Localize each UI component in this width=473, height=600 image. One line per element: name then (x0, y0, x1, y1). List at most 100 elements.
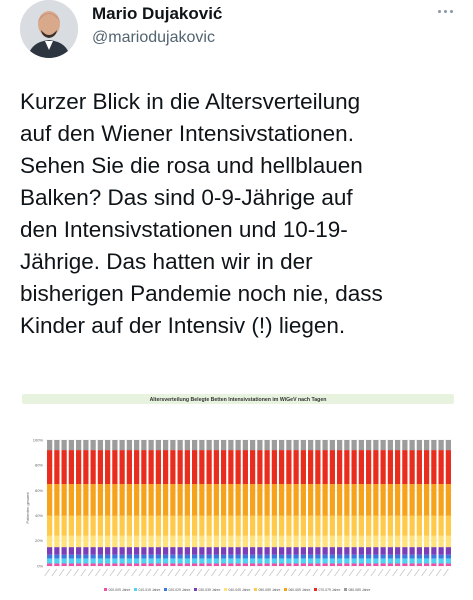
bar-stack (329, 440, 335, 566)
bar-segment (257, 558, 263, 564)
bar-segment (431, 547, 437, 555)
bar-stack (119, 440, 125, 566)
y-axis-label: Patienten gesamt (25, 492, 30, 524)
bar-stack (409, 440, 415, 566)
bar-segment (54, 554, 60, 559)
bar-segment (300, 563, 306, 566)
bar-segment (271, 563, 277, 566)
bar-segment (141, 554, 147, 559)
bar-segment (76, 515, 82, 536)
bar-segment (206, 547, 212, 555)
bar-segment (351, 558, 357, 564)
bar-segment (68, 450, 74, 485)
x-tick-mark (131, 568, 137, 577)
bar-segment (308, 515, 314, 536)
bar-segment (199, 484, 205, 516)
bar-segment (271, 558, 277, 564)
more-dots-icon[interactable] (431, 4, 453, 18)
bar-segment (395, 440, 401, 451)
bar-segment (300, 515, 306, 536)
legend-swatch (104, 588, 107, 591)
bar-stack (264, 440, 270, 566)
bar-segment (68, 563, 74, 566)
legend-swatch (284, 588, 287, 591)
bar-segment (286, 563, 292, 566)
bar-segment (315, 515, 321, 536)
bar-segment (402, 440, 408, 451)
bar-segment (61, 547, 67, 555)
tweet-media-chart[interactable]: Altersverteilung Belegte Betten Intensiv… (20, 388, 458, 600)
legend-label: 040-049 Jahre (229, 588, 251, 592)
bar-segment (402, 558, 408, 564)
bar-segment (68, 535, 74, 548)
bar-segment (192, 484, 198, 516)
bar-segment (315, 547, 321, 555)
bar-segment (97, 515, 103, 536)
bar-segment (351, 547, 357, 555)
bar-segment (409, 547, 415, 555)
bar-segment (257, 554, 263, 559)
bar-segment (366, 547, 372, 555)
bar-segment (68, 547, 74, 555)
bar-segment (329, 558, 335, 564)
bar-segment (54, 535, 60, 548)
bar-segment (431, 558, 437, 564)
bar-segment (68, 558, 74, 564)
legend-label: 030-039 Jahre (199, 588, 221, 592)
bar-segment (148, 554, 154, 559)
bar-segment (126, 515, 132, 536)
bar-stack (416, 440, 422, 566)
bar-segment (445, 484, 451, 516)
bar-segment (134, 547, 140, 555)
bar-segment (61, 450, 67, 485)
bar-segment (286, 554, 292, 559)
bar-segment (257, 484, 263, 516)
author-handle[interactable]: @mariodujakovic (92, 29, 215, 46)
avatar[interactable] (20, 0, 78, 58)
bar-segment (293, 535, 299, 548)
bar-segment (163, 440, 169, 451)
bar-segment (83, 440, 89, 451)
bar-segment (213, 547, 219, 555)
bar-segment (242, 450, 248, 485)
bar-segment (250, 450, 256, 485)
bar-segment (387, 547, 393, 555)
bar-segment (126, 484, 132, 516)
bar-segment (192, 547, 198, 555)
bar-segment (126, 547, 132, 555)
x-tick-mark (290, 568, 297, 577)
x-tick-mark (392, 568, 398, 577)
bar-segment (322, 515, 328, 536)
bar-segment (213, 515, 219, 536)
bar-stack (61, 440, 67, 566)
bar-segment (387, 563, 393, 566)
x-tick-mark (443, 568, 449, 577)
bar-segment (47, 563, 53, 566)
x-tick-mark (283, 568, 290, 577)
bar-segment (126, 450, 132, 485)
bar-segment (206, 554, 212, 559)
bar-segment (97, 563, 103, 566)
bar-segment (228, 450, 234, 485)
bar-stack (90, 440, 96, 566)
bar-segment (322, 563, 328, 566)
bar-segment (416, 450, 422, 485)
bar-segment (97, 554, 103, 559)
author-name[interactable]: Mario Dujaković (92, 4, 223, 23)
bar-segment (47, 554, 53, 559)
bar-segment (286, 558, 292, 564)
bar-segment (235, 563, 241, 566)
bar-segment (257, 440, 263, 451)
bar-stack (83, 440, 89, 566)
bar-stack (148, 440, 154, 566)
bar-segment (308, 450, 314, 485)
bar-segment (61, 440, 67, 451)
chart-title-banner (22, 394, 454, 404)
bar-segment (358, 484, 364, 516)
x-tick-mark (319, 568, 326, 577)
bar-stack (308, 440, 314, 566)
bar-segment (177, 563, 183, 566)
bar-segment (395, 563, 401, 566)
bar-segment (395, 554, 401, 559)
bar-segment (119, 440, 125, 451)
